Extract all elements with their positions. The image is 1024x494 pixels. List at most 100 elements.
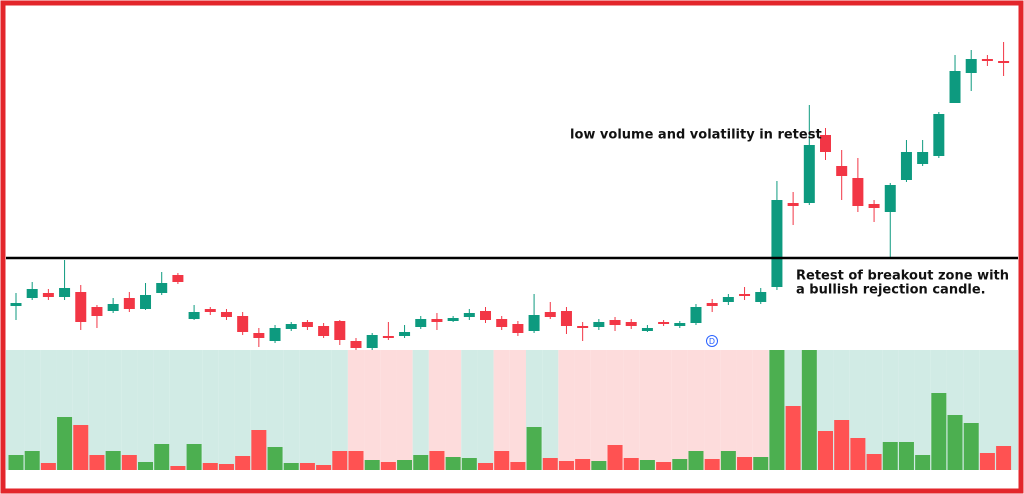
volume-bar (40, 463, 56, 470)
candle-body (722, 297, 734, 302)
zone (412, 350, 429, 470)
volume-bars (8, 350, 1012, 470)
volume-bar (186, 444, 202, 470)
volume-bar (623, 458, 639, 470)
candle-body (480, 311, 492, 320)
volume-bar (963, 423, 979, 470)
candle-body (75, 292, 87, 322)
candle-body (917, 152, 929, 164)
volume-bar (121, 455, 137, 470)
volume-bar (316, 465, 332, 470)
candle-body (690, 307, 702, 323)
candle-body (577, 326, 589, 328)
candle-body (237, 316, 249, 332)
volume-bar (445, 457, 461, 470)
zone (331, 350, 348, 470)
zone (396, 350, 413, 470)
zone (574, 350, 591, 470)
zone (428, 350, 446, 470)
zone (477, 350, 494, 470)
volume-bar (737, 457, 753, 470)
zone (88, 350, 106, 470)
volume-bar (866, 454, 882, 470)
volume-bar (850, 438, 866, 470)
candle-body (641, 328, 653, 331)
zone (315, 350, 332, 470)
candle-body (949, 71, 961, 103)
volume-bar (688, 451, 704, 470)
candle-body (496, 319, 508, 327)
candle-body (560, 311, 572, 326)
zone (655, 350, 672, 470)
volume-bar (720, 451, 736, 470)
zone (461, 350, 478, 470)
zone (639, 350, 656, 470)
volume-bar (413, 455, 429, 470)
candle-body (755, 292, 767, 302)
zone (299, 350, 316, 470)
zone (218, 350, 235, 470)
volume-bar (348, 451, 364, 470)
candle-body (447, 318, 459, 321)
candle-body (42, 293, 54, 297)
candle-body (820, 135, 831, 152)
volume-bar (882, 442, 898, 470)
volume-bar (138, 462, 154, 470)
candle-body (399, 332, 411, 336)
volume-bar (89, 455, 105, 470)
candle-body (803, 145, 815, 203)
volume-bar (575, 459, 591, 470)
zone (558, 350, 575, 470)
candle-body (415, 319, 427, 327)
volume-bar (931, 393, 947, 470)
zone (6, 350, 25, 470)
volume-bar (429, 451, 445, 470)
volume-bar (267, 447, 283, 470)
volume-bar (299, 463, 315, 470)
candle-body (625, 322, 637, 326)
zone (995, 350, 1018, 470)
volume-bar (607, 445, 623, 470)
volume-bar (380, 462, 396, 470)
volume-bar (672, 459, 688, 470)
volume-bar (656, 462, 672, 470)
volume-bar (915, 455, 931, 470)
candle-body (739, 294, 751, 296)
volume-bar (73, 425, 89, 470)
candle-body (431, 319, 443, 322)
volume-bar (753, 457, 769, 470)
candle-body (10, 303, 22, 306)
zone (121, 350, 138, 470)
volume-bar (494, 451, 510, 470)
annotation: a bullish rejection candle. (796, 283, 986, 298)
volume-bar (979, 453, 995, 470)
volume-bar (704, 459, 720, 470)
volume-bar (801, 350, 817, 470)
volume-bar (510, 462, 526, 470)
candle-body (350, 341, 362, 348)
zone (979, 350, 996, 470)
zone (882, 350, 899, 470)
candle-body (91, 307, 103, 316)
zone (364, 350, 381, 470)
candle-body (965, 59, 977, 73)
zone (266, 350, 284, 470)
annotation: low volume and volatility in retest (570, 128, 822, 143)
zone (590, 350, 607, 470)
candle-body (933, 114, 945, 156)
annotation: Retest of breakout zone with (796, 269, 1009, 284)
zone (720, 350, 737, 470)
candle-body (366, 335, 378, 348)
zone (445, 350, 462, 470)
volume-bar (898, 442, 914, 470)
volume-bar (251, 430, 267, 470)
candle-body (318, 326, 330, 336)
candle-body (787, 203, 799, 206)
candle-body (706, 303, 718, 306)
volume-bar (996, 446, 1012, 470)
volume-bar (202, 463, 218, 470)
volume-bar (591, 461, 607, 470)
candle-body (156, 283, 168, 293)
volume-bar (947, 415, 963, 470)
